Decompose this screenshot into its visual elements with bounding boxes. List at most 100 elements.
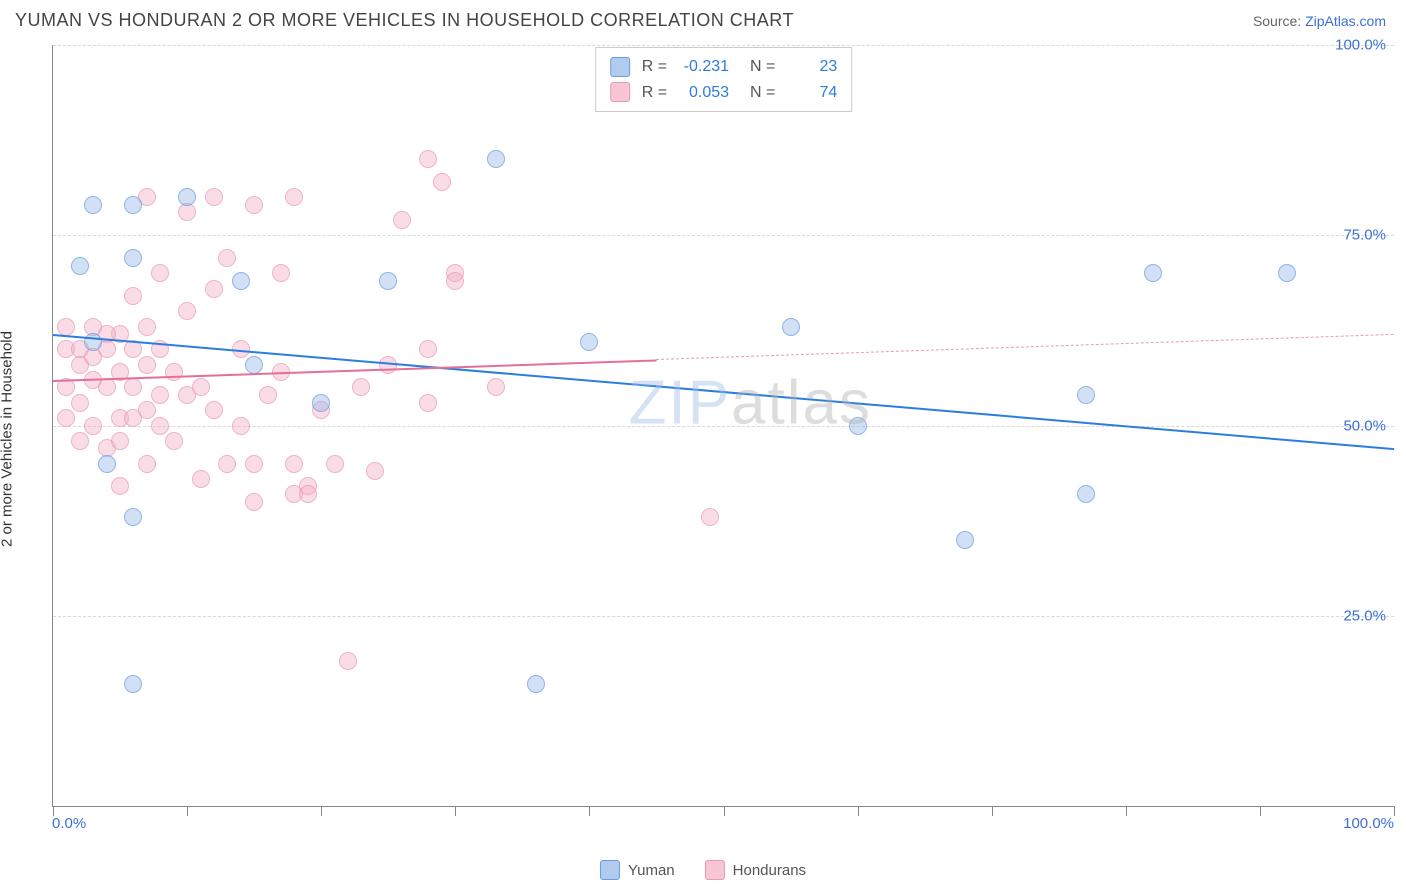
scatter-point [419, 394, 437, 412]
scatter-point [285, 188, 303, 206]
scatter-point [192, 470, 210, 488]
scatter-point [232, 272, 250, 290]
x-tick [589, 806, 590, 816]
scatter-point [527, 675, 545, 693]
scatter-point [352, 378, 370, 396]
scatter-point [178, 188, 196, 206]
scatter-point [138, 318, 156, 336]
scatter-point [71, 394, 89, 412]
scatter-point [339, 652, 357, 670]
scatter-point [245, 455, 263, 473]
scatter-point [151, 417, 169, 435]
source-label: Source: [1253, 13, 1301, 29]
scatter-point [218, 249, 236, 267]
scatter-point [71, 257, 89, 275]
chart-area: 2 or more Vehicles in Household ZIPatlas… [12, 45, 1394, 832]
scatter-point [956, 531, 974, 549]
r-value-hondurans: 0.053 [679, 80, 729, 106]
scatter-point [285, 455, 303, 473]
legend-label-hondurans: Hondurans [733, 862, 806, 879]
scatter-point [124, 378, 142, 396]
scatter-point [487, 378, 505, 396]
scatter-point [218, 455, 236, 473]
y-tick-label: 75.0% [1343, 227, 1386, 244]
scatter-point [84, 417, 102, 435]
scatter-point [446, 272, 464, 290]
x-tick [858, 806, 859, 816]
scatter-point [151, 264, 169, 282]
legend-row-hondurans: R = 0.053 N = 74 [610, 80, 838, 106]
scatter-point [71, 432, 89, 450]
scatter-point [205, 188, 223, 206]
scatter-point [84, 333, 102, 351]
scatter-point [393, 211, 411, 229]
n-value-hondurans: 74 [787, 80, 837, 106]
scatter-point [98, 378, 116, 396]
legend-item-yuman: Yuman [600, 860, 675, 880]
n-label: N = [741, 80, 775, 106]
scatter-point [205, 401, 223, 419]
n-value-yuman: 23 [787, 54, 837, 80]
n-label: N = [741, 54, 775, 80]
scatter-point [1144, 264, 1162, 282]
legend-row-yuman: R = -0.231 N = 23 [610, 54, 838, 80]
scatter-point [580, 333, 598, 351]
trend-line [53, 334, 1394, 450]
scatter-point [178, 302, 196, 320]
y-axis-label: 2 or more Vehicles in Household [0, 331, 16, 547]
source-attribution: Source: ZipAtlas.com [1253, 13, 1386, 29]
scatter-point [1077, 386, 1095, 404]
plot-region: ZIPatlas R = -0.231 N = 23 R = 0.053 N =… [52, 45, 1394, 807]
scatter-point [124, 287, 142, 305]
y-tick-label: 50.0% [1343, 417, 1386, 434]
scatter-point [379, 272, 397, 290]
x-tick [724, 806, 725, 816]
scatter-point [151, 386, 169, 404]
scatter-point [245, 196, 263, 214]
scatter-point [312, 394, 330, 412]
r-label: R = [642, 54, 667, 80]
scatter-point [299, 485, 317, 503]
scatter-point [1278, 264, 1296, 282]
scatter-point [245, 493, 263, 511]
trend-line [656, 334, 1394, 360]
scatter-point [165, 432, 183, 450]
scatter-point [57, 318, 75, 336]
scatter-point [124, 508, 142, 526]
scatter-point [849, 417, 867, 435]
scatter-point [84, 196, 102, 214]
series-legend: Yuman Hondurans [600, 860, 806, 880]
x-tick [1260, 806, 1261, 816]
scatter-point [245, 356, 263, 374]
scatter-point [111, 432, 129, 450]
gridline [53, 235, 1394, 236]
scatter-point [701, 508, 719, 526]
scatter-point [138, 455, 156, 473]
scatter-point [433, 173, 451, 191]
scatter-point [165, 363, 183, 381]
scatter-point [419, 340, 437, 358]
swatch-blue [600, 860, 620, 880]
source-link[interactable]: ZipAtlas.com [1305, 13, 1386, 29]
scatter-point [124, 196, 142, 214]
x-tick [321, 806, 322, 816]
scatter-point [419, 150, 437, 168]
swatch-pink [705, 860, 725, 880]
legend-item-hondurans: Hondurans [705, 860, 806, 880]
scatter-point [205, 280, 223, 298]
scatter-point [98, 455, 116, 473]
scatter-point [487, 150, 505, 168]
y-tick-label: 100.0% [1335, 37, 1386, 54]
scatter-point [111, 477, 129, 495]
scatter-point [366, 462, 384, 480]
x-tick [1394, 806, 1395, 816]
scatter-point [259, 386, 277, 404]
scatter-point [124, 409, 142, 427]
x-axis-max-label: 100.0% [1343, 815, 1394, 832]
gridline [53, 616, 1394, 617]
scatter-point [272, 264, 290, 282]
scatter-point [326, 455, 344, 473]
scatter-point [124, 249, 142, 267]
scatter-point [57, 409, 75, 427]
gridline [53, 426, 1394, 427]
